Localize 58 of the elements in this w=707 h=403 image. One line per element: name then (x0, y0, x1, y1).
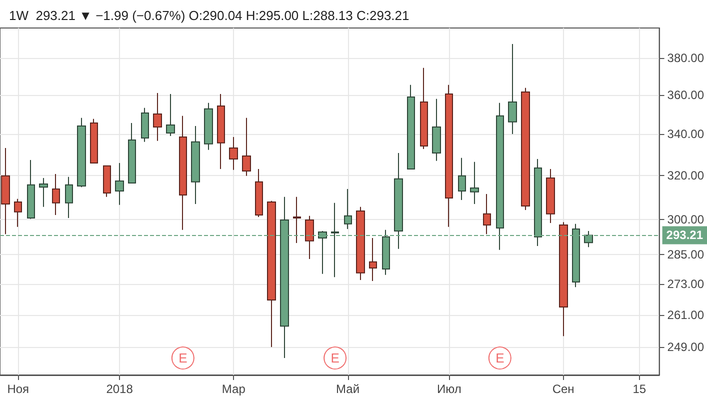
annotation: E (496, 350, 505, 366)
candlestick (14, 198, 22, 228)
candlestick (1, 148, 10, 235)
candlestick (356, 206, 365, 281)
candlestick (39, 178, 48, 208)
candlestick (305, 215, 314, 260)
candlestick (483, 194, 491, 235)
candlestick (508, 44, 517, 134)
y-tick-label: 320.00 (667, 168, 704, 182)
candlestick (470, 161, 479, 205)
candlestick (420, 67, 428, 150)
y-tick-label: 285.00 (667, 248, 704, 262)
candlestick (432, 98, 441, 162)
x-tick-label: Июл (437, 382, 462, 396)
y-tick-label: 340.00 (667, 126, 704, 141)
candlestick (344, 188, 352, 230)
candlestick (242, 117, 251, 176)
x-tick-label: Ноя (7, 382, 30, 396)
candlestick (77, 117, 86, 188)
candlestick (293, 196, 301, 244)
candlestick (103, 165, 111, 198)
y-tick-label: 380.00 (667, 50, 704, 65)
candlestick (27, 160, 35, 220)
candlestick (191, 125, 200, 205)
y-tick-label: 273.00 (667, 277, 704, 292)
candlestick (369, 238, 377, 282)
y-tick-label: 300.00 (667, 212, 704, 227)
candlestick (521, 87, 530, 211)
x-tick-label: Сен (552, 382, 574, 396)
y-tick-label: 261.00 (667, 308, 704, 322)
candlestick (229, 136, 238, 170)
candlestick (179, 115, 187, 230)
y-tick-label: 360.00 (667, 88, 704, 102)
candlestick (141, 107, 149, 142)
candlestick (204, 102, 213, 150)
candlestick (217, 93, 225, 170)
candlestick (458, 157, 466, 201)
candlestick (267, 200, 276, 348)
candlestick (65, 176, 73, 218)
y-tick-label: 249.00 (667, 340, 704, 354)
annotation: E (178, 350, 188, 366)
candlestick (52, 173, 60, 216)
x-tick-label: 2018 (106, 382, 134, 396)
candlestick (546, 168, 555, 224)
candlestick (115, 162, 124, 206)
ref-line-label: 293.21 (666, 228, 704, 242)
x-tick-label: 15 (632, 382, 646, 396)
candlestick (128, 122, 136, 184)
candlestick (559, 222, 568, 337)
candlestick (153, 92, 162, 142)
candlestick (90, 118, 98, 164)
x-tick-label: Мар (222, 382, 246, 396)
candlestick (255, 168, 263, 218)
chart-title: 1W 293.21 ▼ −1.99 (−0.67%) O:290.04 H:295.00 L:288.13 C:293.21 (9, 8, 410, 23)
candlestick (407, 84, 415, 170)
candlestick (166, 93, 175, 136)
annotation: E (330, 350, 340, 366)
x-tick-label: Май (336, 382, 360, 396)
